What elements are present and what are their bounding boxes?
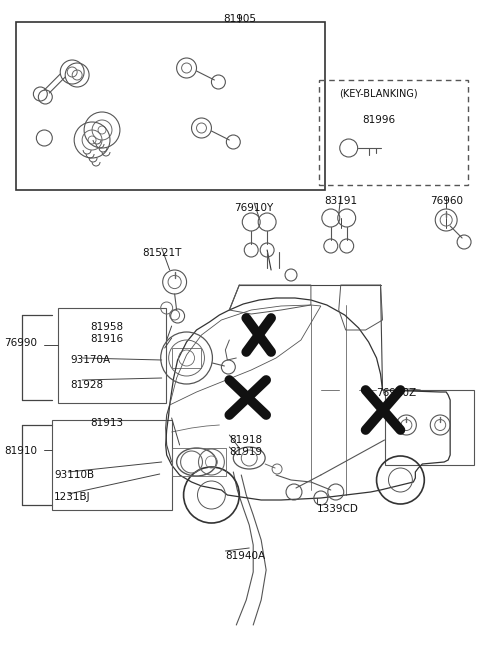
Text: 76910Y: 76910Y <box>235 203 274 213</box>
Text: 1231BJ: 1231BJ <box>54 492 91 502</box>
Bar <box>384 390 474 465</box>
Text: 81916: 81916 <box>90 334 123 344</box>
Text: 81913: 81913 <box>90 418 123 428</box>
Text: 81905: 81905 <box>223 14 256 24</box>
Text: 81996: 81996 <box>362 115 395 125</box>
Text: 81928: 81928 <box>70 380 103 390</box>
Bar <box>319 80 468 185</box>
Bar <box>52 420 172 510</box>
Bar <box>16 22 325 190</box>
Text: (KEY-BLANKING): (KEY-BLANKING) <box>339 88 418 98</box>
Text: 81919: 81919 <box>229 447 263 457</box>
Text: 76960: 76960 <box>430 196 463 206</box>
Text: 93170A: 93170A <box>70 355 110 365</box>
Text: 76990: 76990 <box>4 338 37 348</box>
Text: 93110B: 93110B <box>54 470 95 480</box>
Text: 81521T: 81521T <box>142 248 181 258</box>
Bar <box>172 348 202 368</box>
Text: 81918: 81918 <box>229 435 263 445</box>
Text: 83191: 83191 <box>324 196 357 206</box>
Text: 81958: 81958 <box>90 322 123 332</box>
Text: 81940A: 81940A <box>226 551 265 561</box>
Text: 76910Z: 76910Z <box>376 388 417 398</box>
Bar <box>58 308 166 403</box>
Text: 81910: 81910 <box>4 446 37 456</box>
Text: 1339CD: 1339CD <box>317 504 359 514</box>
